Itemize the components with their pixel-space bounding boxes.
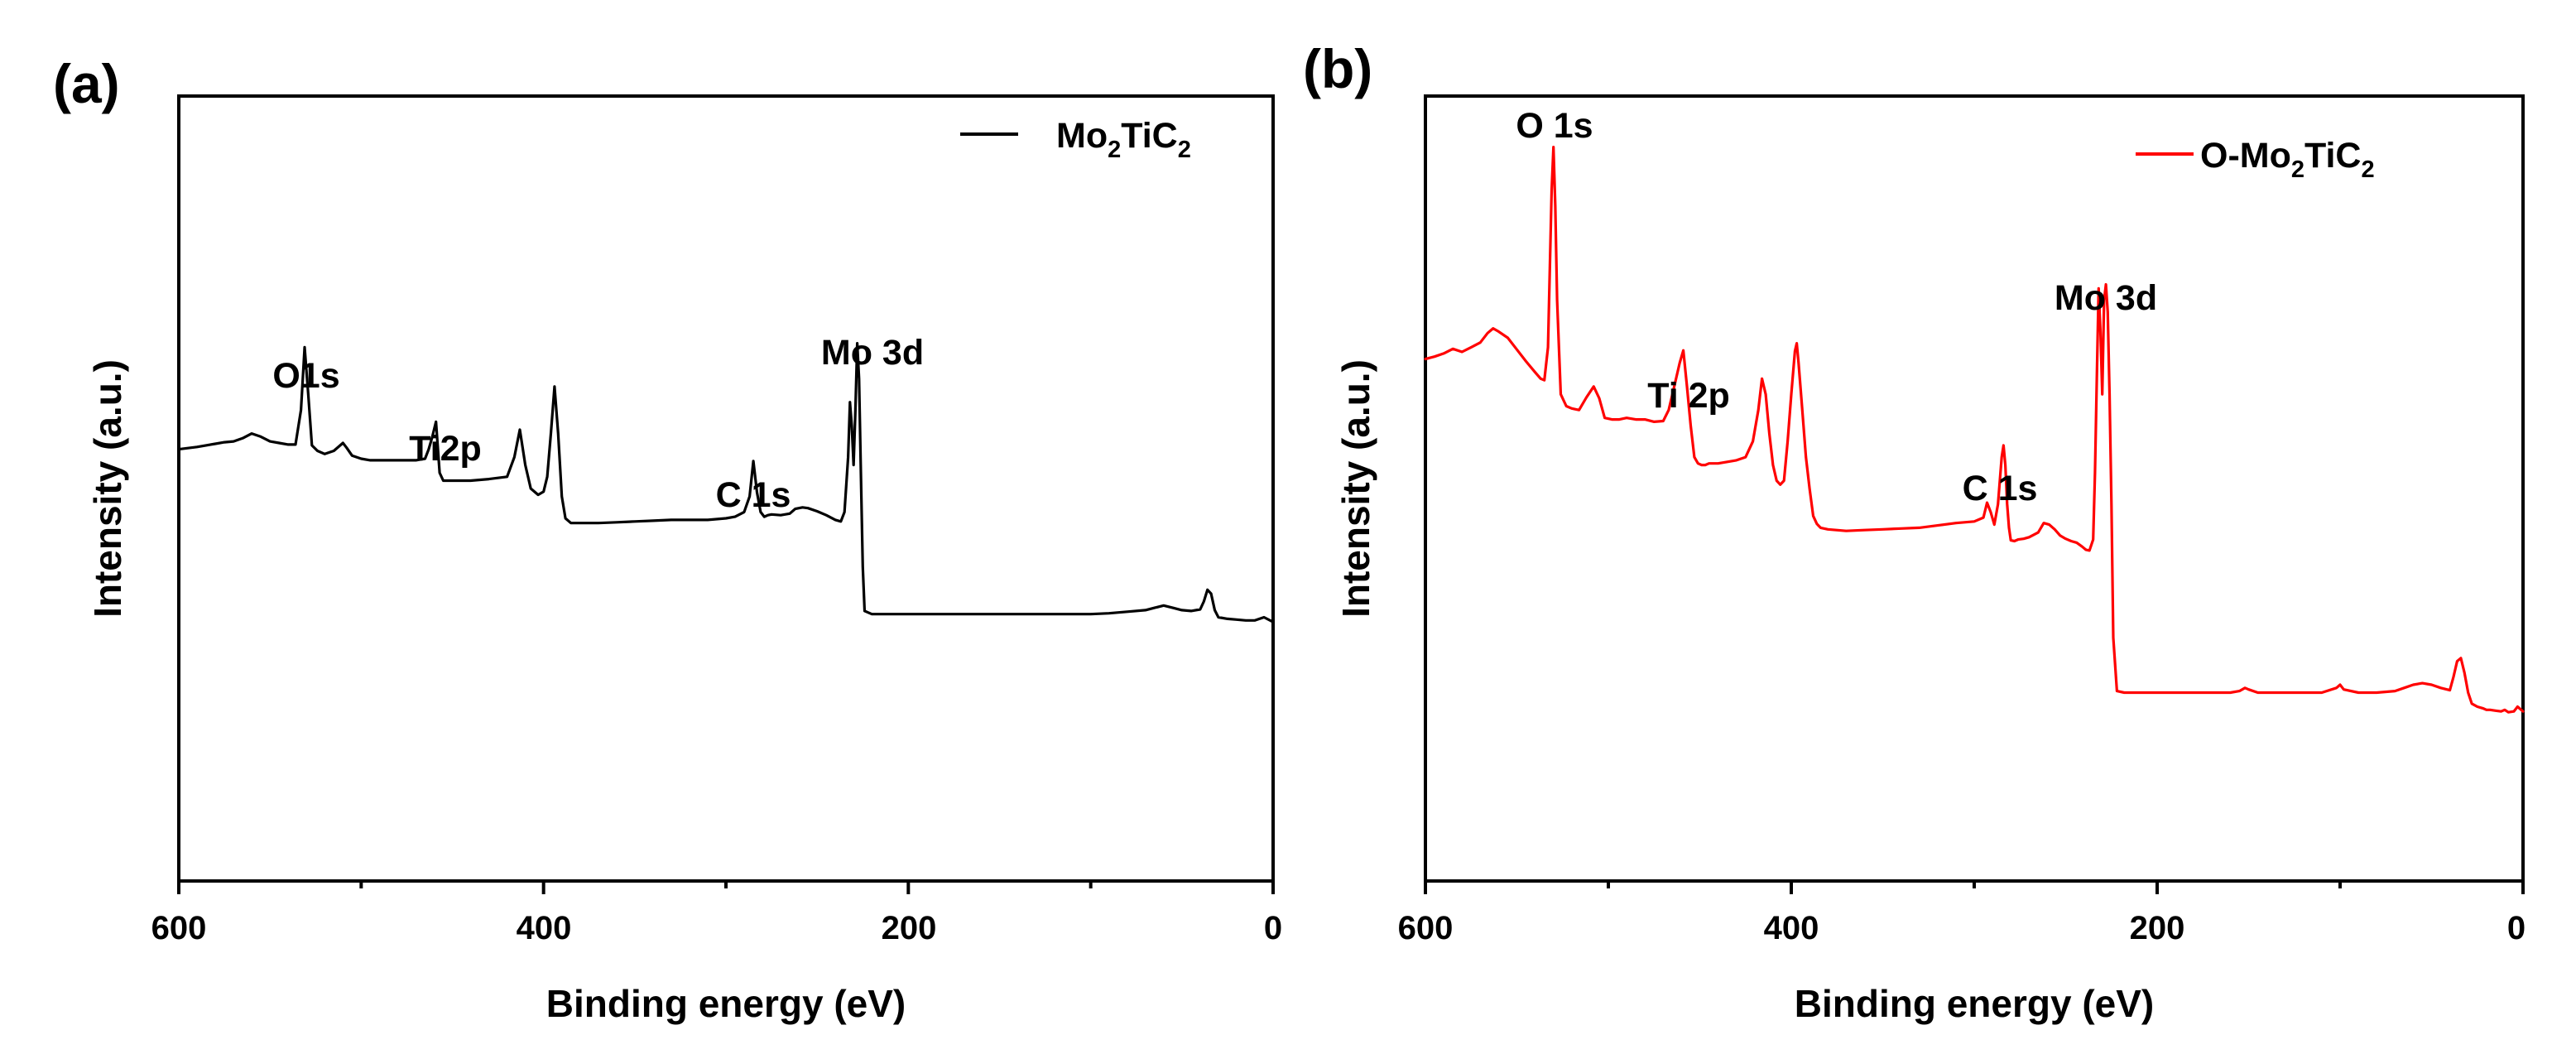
panel-a-series-line-mo2tic2	[177, 342, 1275, 623]
panel-b-x-tick-label-600: 600	[1398, 910, 1454, 946]
panel-b-x-tick-label-400: 400	[1764, 910, 1819, 946]
panel-b-annotation-o1s: O 1s	[1516, 106, 1593, 146]
panel-a-annotation-mo3d: Mo 3d	[821, 333, 924, 373]
panel-a-y-axis-title: Intensity (a.u.)	[86, 359, 129, 618]
panel-b-annotation-ti2p: Ti 2p	[1647, 376, 1730, 416]
panel-a-annotation-o1s: O1s	[272, 356, 339, 396]
panel-a-chart: (a) 600 400 200 0 Binding energy (eV) In…	[53, 53, 1282, 1025]
panel-b-x-axis-title: Binding energy (eV)	[1795, 982, 2154, 1025]
panel-a-legend-label: Mo2TiC2	[1056, 116, 1191, 163]
panel-b-y-axis-title: Intensity (a.u.)	[1334, 359, 1377, 618]
panel-b-annotation-mo3d: Mo 3d	[2055, 278, 2157, 318]
panel-b-x-tick-label-200: 200	[2130, 910, 2185, 946]
panel-a-x-tick-label-400: 400	[517, 910, 572, 946]
panel-a-label: (a)	[53, 53, 120, 114]
panel-a-x-tick-label-0: 0	[1264, 910, 1282, 946]
panel-b-legend-label: O-Mo2TiC2	[2200, 136, 2375, 183]
panel-a-x-tick-label-200: 200	[882, 910, 937, 946]
panel-b-legend: O-Mo2TiC2	[2136, 136, 2375, 183]
panel-a-legend: Mo2TiC2	[960, 116, 1191, 163]
panel-a-x-tick-label-600: 600	[151, 910, 207, 946]
panel-b-x-tick-label-0: 0	[2507, 910, 2526, 946]
panel-b-annotation-c1s: C 1s	[1963, 469, 2038, 508]
panel-a-x-ticks	[177, 881, 1275, 894]
panel-a-annotation-ti2p: Ti2p	[409, 429, 482, 469]
panel-b-series-line-o-mo2tic2	[1424, 146, 2525, 714]
panel-a-x-axis-title: Binding energy (eV)	[546, 982, 906, 1025]
panel-b-chart: (b) 600 400 200 0 Binding energy (eV) In…	[1303, 38, 2526, 1025]
panel-b-x-ticks	[1424, 881, 2525, 894]
panel-b-label: (b)	[1303, 38, 1372, 99]
panel-a-annotation-c1s: C 1s	[716, 475, 791, 515]
